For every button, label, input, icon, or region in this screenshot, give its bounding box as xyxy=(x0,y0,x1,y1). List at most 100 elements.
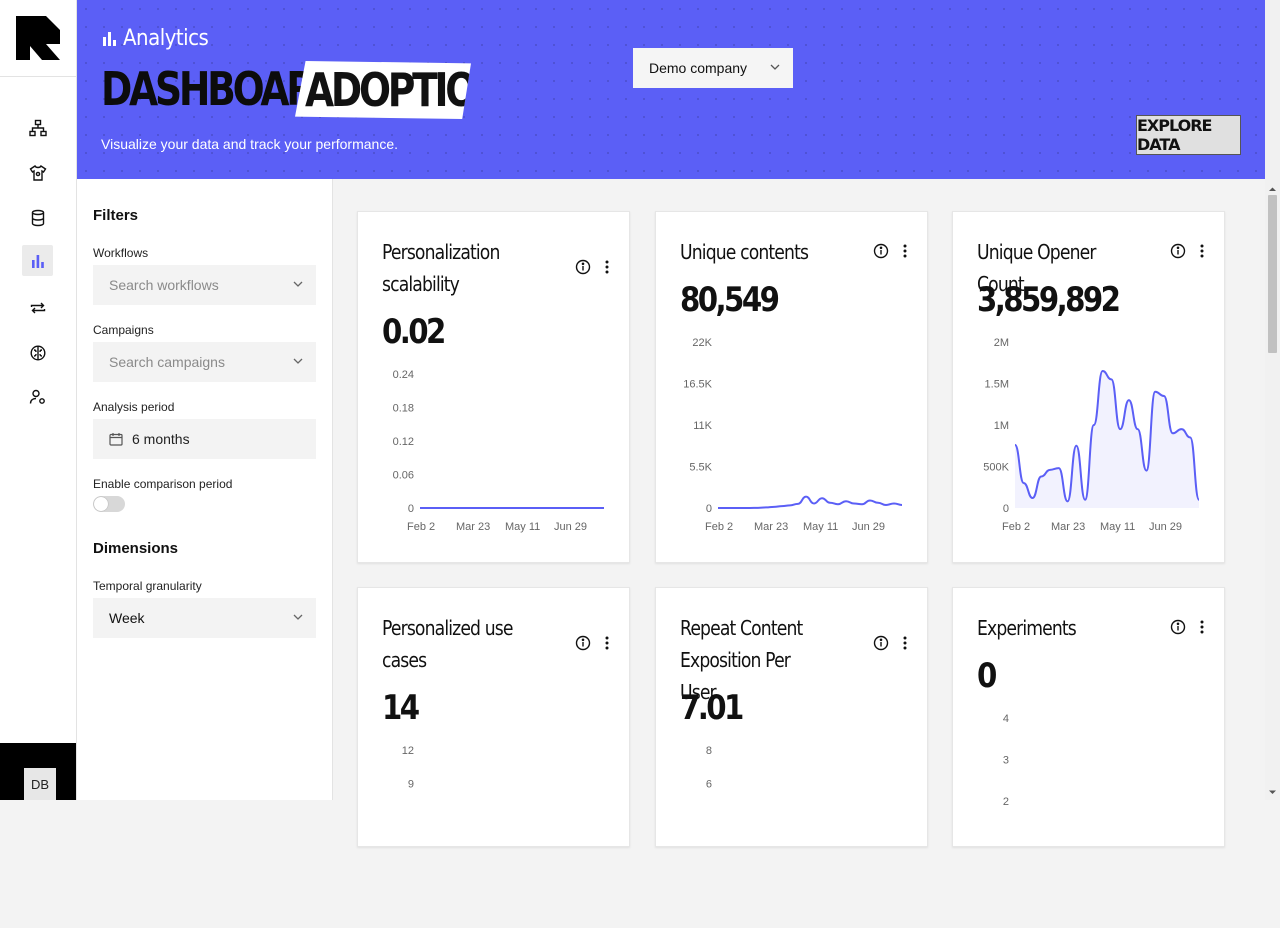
info-icon[interactable] xyxy=(575,259,591,275)
y-tick-label: 0 xyxy=(706,503,712,515)
card-title: Unique Opener Count xyxy=(977,240,1096,296)
info-icon[interactable] xyxy=(1170,619,1186,635)
scroll-down-icon[interactable] xyxy=(1265,786,1280,798)
card-title: Repeat Content Exposition Per User xyxy=(680,616,803,704)
metric-card: Personalized use cases 14 12 9 xyxy=(357,587,630,847)
campaigns-placeholder: Search campaigns xyxy=(109,354,225,370)
workflows-label: Workflows xyxy=(93,246,149,260)
card-actions xyxy=(575,635,609,651)
y-tick-label: 2 xyxy=(1003,796,1009,808)
y-tick-label: 2M xyxy=(994,337,1009,349)
more-vertical-icon[interactable] xyxy=(605,260,609,274)
info-icon[interactable] xyxy=(575,635,591,651)
y-tick-label: 500K xyxy=(983,462,1009,474)
x-tick-label: Feb 2 xyxy=(407,521,435,533)
metric-card: Experiments 0 4 3 2 xyxy=(952,587,1225,847)
granularity-value: Week xyxy=(109,610,145,626)
campaigns-label: Campaigns xyxy=(93,323,154,337)
y-tick-label: 0.06 xyxy=(393,470,414,482)
calendar-icon xyxy=(109,433,123,446)
comparison-toggle[interactable] xyxy=(93,496,125,512)
campaigns-select[interactable]: Search campaigns xyxy=(93,342,316,382)
metric-value: 7.01 xyxy=(680,688,744,728)
card-title: Personalization scalability xyxy=(382,240,500,296)
y-tick-label: 3 xyxy=(1003,755,1009,767)
metric-card: Unique contents 80,549 22K 16.5K 11K 5.5K 0 Feb… xyxy=(655,211,928,563)
y-tick-label: 1M xyxy=(994,420,1009,432)
x-tick-label: May 11 xyxy=(1100,521,1135,533)
card-chart: 86 xyxy=(706,745,712,791)
y-tick-label: 5.5K xyxy=(689,462,712,474)
x-tick-label: Feb 2 xyxy=(1002,521,1030,533)
x-tick-label: Jun 29 xyxy=(1149,521,1182,533)
card-actions xyxy=(873,243,907,259)
x-tick-label: Jun 29 xyxy=(554,521,587,533)
y-tick-label: 0.18 xyxy=(393,403,414,415)
chevron-down-icon xyxy=(293,614,303,620)
explore-data-button[interactable]: EXPLORE DATA xyxy=(1136,115,1241,155)
page-subtitle: Visualize your data and track your perfo… xyxy=(101,136,399,152)
metric-value: 80,549 xyxy=(680,280,780,320)
series-area xyxy=(1015,371,1199,508)
more-vertical-icon[interactable] xyxy=(903,244,907,258)
series-line[interactable] xyxy=(1014,370,1200,503)
avatar[interactable]: DB xyxy=(24,768,56,800)
filters-panel: Filters Workflows Search workflows Campa… xyxy=(77,179,333,800)
comparison-label: Enable comparison period xyxy=(93,477,233,491)
scrollbar-thumb[interactable] xyxy=(1268,195,1277,353)
nav-rail: DB xyxy=(0,0,77,800)
more-vertical-icon[interactable] xyxy=(1200,620,1204,634)
breadcrumb-label: Analytics xyxy=(123,26,209,51)
shirt-icon[interactable] xyxy=(22,157,53,188)
more-vertical-icon[interactable] xyxy=(903,636,907,650)
granularity-label: Temporal granularity xyxy=(93,579,202,593)
analysis-period-label: Analysis period xyxy=(93,400,175,414)
info-icon[interactable] xyxy=(1170,243,1186,259)
card-actions xyxy=(575,259,609,275)
y-tick-label: 1.5M xyxy=(985,379,1009,391)
card-actions xyxy=(873,635,907,651)
card-title: Personalized use cases xyxy=(382,616,513,672)
y-tick-label: 11K xyxy=(693,420,712,432)
brand-logo[interactable] xyxy=(0,0,76,77)
page-title-highlight-text: ADOPTION xyxy=(305,63,503,117)
more-vertical-icon[interactable] xyxy=(1200,244,1204,258)
scrollbar[interactable] xyxy=(1265,0,1280,800)
metric-value: 3,859,892 xyxy=(977,280,1121,320)
y-tick-label: 8 xyxy=(706,745,712,757)
y-tick-label: 0 xyxy=(408,503,414,515)
sitemap-icon[interactable] xyxy=(22,112,53,143)
info-icon[interactable] xyxy=(873,243,889,259)
metric-card: Personalization scalability 0.02 0.24 0.18 0… xyxy=(357,211,630,563)
company-select[interactable]: Demo company xyxy=(633,48,793,88)
filters-title: Filters xyxy=(93,207,139,224)
y-tick-label: 16.5K xyxy=(683,379,712,391)
scroll-up-icon[interactable] xyxy=(1265,183,1280,195)
y-tick-label: 9 xyxy=(408,779,414,791)
breadcrumb: Analytics xyxy=(103,26,209,51)
y-tick-label: 12 xyxy=(402,745,414,757)
workflows-select[interactable]: Search workflows xyxy=(93,265,316,305)
workflows-placeholder: Search workflows xyxy=(109,277,219,293)
repeat-icon[interactable] xyxy=(22,292,53,323)
brain-icon[interactable] xyxy=(22,337,53,368)
bar-chart-icon[interactable] xyxy=(22,245,53,276)
chevron-down-icon xyxy=(293,358,303,364)
series-line[interactable] xyxy=(718,495,903,509)
metric-value: 0 xyxy=(977,656,997,696)
analysis-period-select[interactable]: 6 months xyxy=(93,419,316,459)
card-chart: 12 9 xyxy=(402,745,414,791)
metric-card: Unique Opener Count 3,859,892 2M 1.5M 1M 500K… xyxy=(952,211,1225,563)
page-header: Analytics DASHBOARD ADOPTION Visualize y… xyxy=(77,0,1265,179)
company-select-value: Demo company xyxy=(649,60,748,76)
metric-value: 0.02 xyxy=(382,312,446,352)
card-title: Unique contents xyxy=(680,240,809,264)
user-settings-icon[interactable] xyxy=(22,381,53,412)
card-chart: 4 3 2 xyxy=(1003,713,1009,808)
x-tick-label: May 11 xyxy=(803,521,838,533)
x-tick-label: Mar 23 xyxy=(754,521,788,533)
database-icon[interactable] xyxy=(22,202,53,233)
granularity-select[interactable]: Week xyxy=(93,598,316,638)
info-icon[interactable] xyxy=(873,635,889,651)
more-vertical-icon[interactable] xyxy=(605,636,609,650)
